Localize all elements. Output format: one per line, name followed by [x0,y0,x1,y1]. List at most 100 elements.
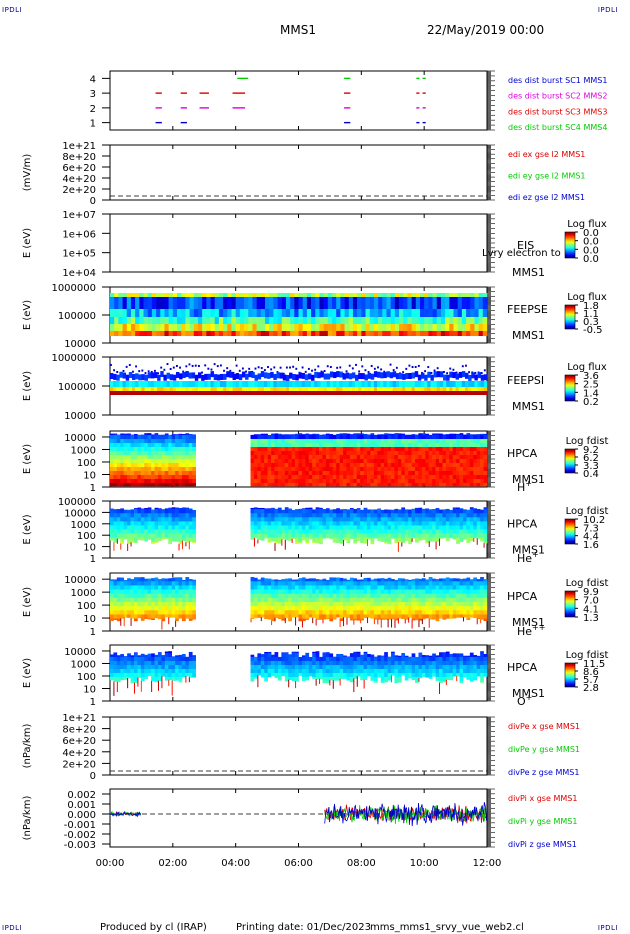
hpca-he-panel-cell [271,525,275,530]
hpca-hepp-panel-cell [250,585,255,590]
hpca-he-panel-cell [185,525,190,530]
hpca-h-panel-cell [257,447,262,452]
hpca-hepp-panel-cell [147,581,152,586]
hpca-hepp-panel-cell [291,589,296,595]
hpca-h-panel-cell [322,475,327,480]
feepsi-panel-cell [163,368,166,371]
hpca-h-panel-cell [181,479,186,484]
hpca-he-panel-cell [476,537,481,539]
hpca-h-panel-cell [377,451,382,456]
feepse-panel-colorbar-tick-label: 0.3 [583,317,599,328]
hpca-he-panel-cell [291,537,296,540]
hpca-hepp-panel-cell [133,581,138,586]
feepsi-panel-cell [241,371,246,378]
hpca-hepp-panel-cell [140,593,145,599]
hpca-h-panel-cell [360,459,364,464]
feepsi-panel-cell [204,373,208,380]
hpca-he-panel-cell [367,513,371,518]
hpca-h-panel-cell [110,459,114,464]
hpca-h-panel-cell [425,459,430,464]
date-title: 22/May/2019 00:00 [427,23,544,37]
feepse-panel-cell [197,317,203,324]
feepsi-panel-cell [383,391,387,395]
feepsi-panel-ytick-label: 100000 [58,382,96,393]
hpca-he-panel-cell [123,513,128,518]
hpca-h-panel-cell [325,443,330,448]
feepsi-panel-cell [279,387,284,391]
hpca-he-panel-cell [312,513,316,518]
feepsi-panel-cell [439,371,444,378]
feepsi-panel-cell [446,387,450,391]
hpca-hepp-panel-cell [284,610,289,615]
hpca-hepp-panel-cell [113,618,118,620]
hpca-he-panel-cell [346,521,351,526]
feepsi-panel-cell [395,373,400,380]
hpca-hepp-panel-cell [380,585,385,590]
hpca-hepp-panel-cell [360,602,364,607]
hpca-h-panel-cell [257,451,262,456]
feepse-panel-cell [411,317,417,324]
feepsi-panel-cell [465,387,469,391]
feepsi-panel-cell [273,373,277,380]
hpca-h-panel-cell [418,451,423,456]
hpca-he-panel-cell [370,509,375,514]
hpca-h-panel-cell [185,447,190,452]
hpca-h-panel-cell [445,467,450,472]
hpca-hepp-panel-cell [140,581,145,586]
hpca-he-panel-cell [404,517,409,522]
feepse-panel-cell [294,324,299,331]
hpca-h-panel-cell [449,451,454,456]
hpca-hepp-panel-cell [373,589,378,595]
feepsi-panel-cell [361,373,365,380]
feepsi-panel-cell [163,387,167,391]
hpca-he-panel-cell [483,517,488,522]
hpca-hepp-panel-cell [171,581,176,586]
hpca-h-panel-cell [308,439,313,444]
hpca-h-panel-cell [480,483,484,487]
hpca-h-panel-cell [377,467,382,472]
feepsi-panel-cell [323,391,328,395]
feepsi-panel-colorbar [564,374,576,402]
hpca-he-panel-cell [250,521,255,526]
hpca-h-panel-cell [418,443,423,448]
feepsi-panel-cell [219,381,224,387]
hpca-he-panel-cell [415,507,419,510]
hpca-h-panel-cell [387,459,392,464]
hpca-hepp-panel-cell [397,606,402,611]
feepse-panel-cell [202,317,207,324]
hpca-he-panel-cell [137,509,142,514]
feepse-panel-cell [336,297,341,309]
hpca-he-panel-cell [151,541,155,544]
hpca-he-panel-ytick-label: 1 [90,554,96,565]
feepsi-panel-cell [169,367,172,370]
feepse-panel-cell [340,293,345,297]
hpca-hepp-panel-cell [154,610,159,615]
feepsi-panel-cell [175,387,180,391]
hpca-he-panel-cell [404,521,409,526]
feepse-panel-cell [256,297,262,309]
hpca-h-panel-cell [123,463,128,468]
hpca-h-panel-cell [363,435,368,440]
hpca-hepp-panel-cell [308,610,313,615]
feepsi-panel-cell [370,381,375,387]
hpca-h-panel-cell [178,439,183,444]
hpca-h-panel-cell [353,439,358,444]
hpca-h-panel-cell [415,443,419,448]
hpca-he-panel-cell [127,509,131,514]
feepsi-panel-cell [235,387,240,391]
hpca-he-panel-cell [332,509,337,514]
hpca-he-panel-cell [271,537,275,542]
hpca-h-panel-cell [253,443,258,448]
hpca-hepp-panel-cell [322,606,327,611]
hpca-h-panel-cell [144,463,148,468]
feepse-panel-cell [281,317,287,324]
hpca-hepp-panel-cell [387,597,392,603]
hpca-hepp-panel-cell [277,593,282,599]
hpca-he-panel-cell [373,537,378,539]
feepsi-panel-cell [201,381,205,387]
feepsi-panel-cell [483,369,486,372]
hpca-h-panel-cell [264,433,268,436]
hpca-h-panel-cell [271,433,275,436]
hpca-h-panel-cell [391,459,395,464]
hpca-h-panel-cell [442,434,447,436]
